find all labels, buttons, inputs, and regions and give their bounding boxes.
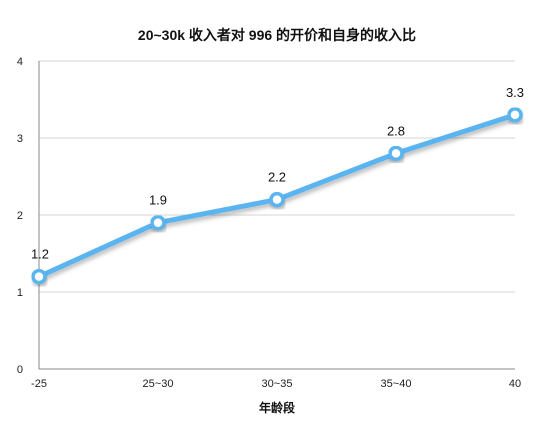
y-tick-label: 1 [17, 287, 23, 299]
data-point-marker [150, 214, 166, 231]
chart-title: 20~30k 收入者对 996 的开价和自身的收入比 [138, 27, 416, 43]
data-label: 1.2 [31, 247, 49, 262]
data-point-marker [269, 191, 285, 208]
x-tick-label: 40 [509, 378, 521, 390]
data-label: 2.2 [268, 170, 286, 185]
x-axis-label: 年龄段 [259, 400, 296, 415]
x-tick-label: 25~30 [143, 378, 174, 390]
x-tick-label: 30~35 [262, 378, 293, 390]
y-tick-label: 2 [17, 210, 23, 222]
data-point-marker [388, 145, 404, 162]
x-tick-label: 35~40 [381, 378, 412, 390]
data-label: 1.9 [149, 193, 167, 208]
data-point-marker [31, 268, 47, 285]
data-point-marker [507, 107, 523, 123]
label-layer: 0 1 2 3 4 -25 25~30 30~35 35~40 40 1.2 1.9 2.2 2.8 3.3 [17, 56, 524, 390]
data-label: 2.8 [387, 123, 405, 138]
grid-layer [39, 60, 515, 293]
y-tick-label: 4 [17, 56, 23, 68]
y-tick-label: 0 [17, 364, 23, 376]
series-layer [31, 107, 523, 285]
data-label: 3.3 [506, 85, 524, 100]
y-tick-label: 3 [17, 133, 23, 145]
x-tick-label: -25 [31, 378, 47, 390]
axis-layer [38, 61, 515, 370]
